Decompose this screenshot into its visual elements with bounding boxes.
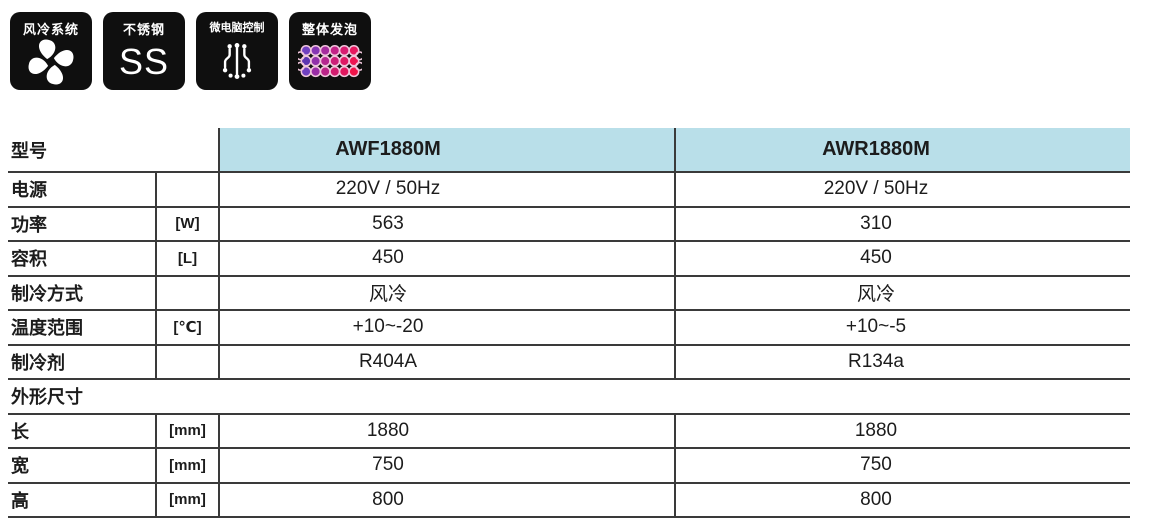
spec-value-cell: 750 (674, 449, 1130, 482)
spec-value-cell: 800 (674, 483, 1130, 516)
spec-unit-cell: [L] (155, 242, 218, 275)
spec-label-cell: 电源 (11, 180, 47, 201)
feature-badge-microcomputer-control: 微电脑控制 (196, 12, 278, 90)
spec-label-cell: 制冷剂 (11, 352, 65, 373)
spec-value-cell: +10~-20 (218, 311, 674, 344)
spec-value-cell: R404A (218, 345, 674, 378)
table-row: 温度范围 [℃] +10~-20 +10~-5 (8, 311, 1130, 346)
section-header-label: 外形尺寸 (11, 387, 83, 408)
spec-table: 型号 AWF1880M AWR1880M 电源 220V / 50Hz 220V / 50… (8, 128, 1130, 518)
spec-unit-cell: [℃] (155, 311, 218, 344)
ss-icon: SS (103, 38, 185, 90)
spec-unit-cell: [mm] (155, 449, 218, 482)
table-row: 容积 [L] 450 450 (8, 242, 1130, 277)
feature-badge-integral-foaming: 整体发泡 (289, 12, 371, 90)
model-header-cell: AWR1880M (674, 128, 1130, 171)
spec-unit-cell: [mm] (155, 483, 218, 516)
spec-unit-cell: [W] (155, 207, 218, 240)
section-header-row: 外形尺寸 (8, 380, 1130, 415)
spec-label-cell: 宽 (11, 456, 29, 477)
fan-icon (10, 38, 92, 90)
table-row: 高 [mm] 800 800 (8, 483, 1130, 518)
feature-badge-stainless-steel: 不锈钢 SS (103, 12, 185, 90)
foam-bubbles-icon (289, 38, 371, 90)
spec-unit-cell (155, 173, 218, 206)
feature-badges: 风冷系统 不锈钢 SS 微电脑控制 整体发泡 (0, 0, 1166, 90)
table-row: 电源 220V / 50Hz 220V / 50Hz (8, 173, 1130, 208)
badge-label: 不锈钢 (122, 22, 165, 37)
table-row: 长 [mm] 1880 1880 (8, 414, 1130, 449)
spec-value-cell: 450 (218, 242, 674, 275)
model-header-cell: AWF1880M (218, 128, 674, 171)
spec-label-cell: 制冷方式 (11, 283, 83, 304)
spec-value-cell: 800 (218, 483, 674, 516)
feature-badge-air-cooling-system: 风冷系统 (10, 12, 92, 90)
model-header-row: 型号 AWF1880M AWR1880M (8, 128, 1130, 173)
spec-value-cell: 220V / 50Hz (218, 173, 674, 206)
spec-label-cell: 功率 (11, 214, 47, 235)
spec-value-cell: 563 (218, 207, 674, 240)
spec-label-cell: 温度范围 (11, 318, 83, 339)
table-row: 宽 [mm] 750 750 (8, 449, 1130, 484)
spec-value-cell: 1880 (218, 414, 674, 447)
spec-value-cell: 750 (218, 449, 674, 482)
spec-value-cell: 1880 (674, 414, 1130, 447)
spec-label-cell: 长 (11, 421, 29, 442)
ss-icon: SS (118, 41, 170, 82)
spec-label-cell: 高 (11, 490, 29, 511)
spec-unit-cell (155, 128, 218, 171)
table-row: 功率 [W] 563 310 (8, 207, 1130, 242)
spec-value-cell: 450 (674, 242, 1130, 275)
spec-value-cell: 风冷 (674, 276, 1130, 309)
spec-value-cell: +10~-5 (674, 311, 1130, 344)
spec-value-cell: R134a (674, 345, 1130, 378)
spec-value-cell: 310 (674, 207, 1130, 240)
table-row: 制冷方式 风冷 风冷 (8, 276, 1130, 311)
spec-unit-cell (155, 345, 218, 378)
spec-value-cell: 风冷 (218, 276, 674, 309)
badge-label: 风冷系统 (22, 22, 79, 37)
spec-label-cell: 型号 (11, 140, 47, 161)
badge-label: 微电脑控制 (209, 22, 265, 34)
circuit-icon (196, 35, 278, 90)
spec-value-cell: 220V / 50Hz (674, 173, 1130, 206)
spec-label-cell: 容积 (11, 249, 47, 270)
badge-label: 整体发泡 (301, 22, 358, 37)
product-spec-sheet: 风冷系统 不锈钢 SS 微电脑控制 整体发泡 型号 AWF1880M AWR1880M 电源 2… (0, 0, 1166, 518)
table-row: 制冷剂 R404A R134a (8, 345, 1130, 380)
spec-unit-cell (155, 276, 218, 309)
spec-unit-cell: [mm] (155, 414, 218, 447)
